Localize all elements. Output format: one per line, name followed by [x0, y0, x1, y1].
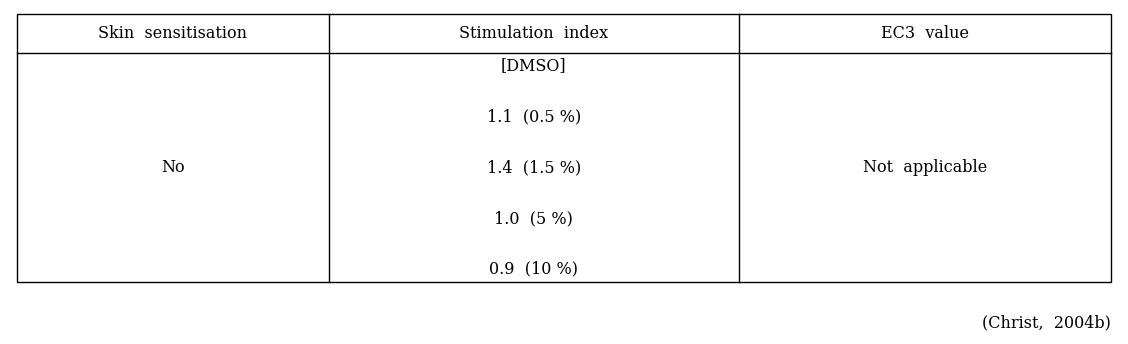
Text: (Christ,  2004b): (Christ, 2004b) — [982, 315, 1111, 332]
Text: Not  applicable: Not applicable — [863, 159, 987, 176]
Bar — [17, 14, 1111, 282]
Text: [DMSO]: [DMSO] — [501, 57, 566, 75]
Text: No: No — [161, 159, 185, 176]
Text: 1.0  (5 %): 1.0 (5 %) — [494, 210, 573, 227]
Text: 1.1  (0.5 %): 1.1 (0.5 %) — [487, 108, 581, 125]
Text: 1.4  (1.5 %): 1.4 (1.5 %) — [487, 159, 581, 176]
Text: 0.9  (10 %): 0.9 (10 %) — [490, 261, 579, 278]
Text: EC3  value: EC3 value — [881, 25, 969, 42]
Text: Stimulation  index: Stimulation index — [459, 25, 608, 42]
Text: Skin  sensitisation: Skin sensitisation — [98, 25, 247, 42]
